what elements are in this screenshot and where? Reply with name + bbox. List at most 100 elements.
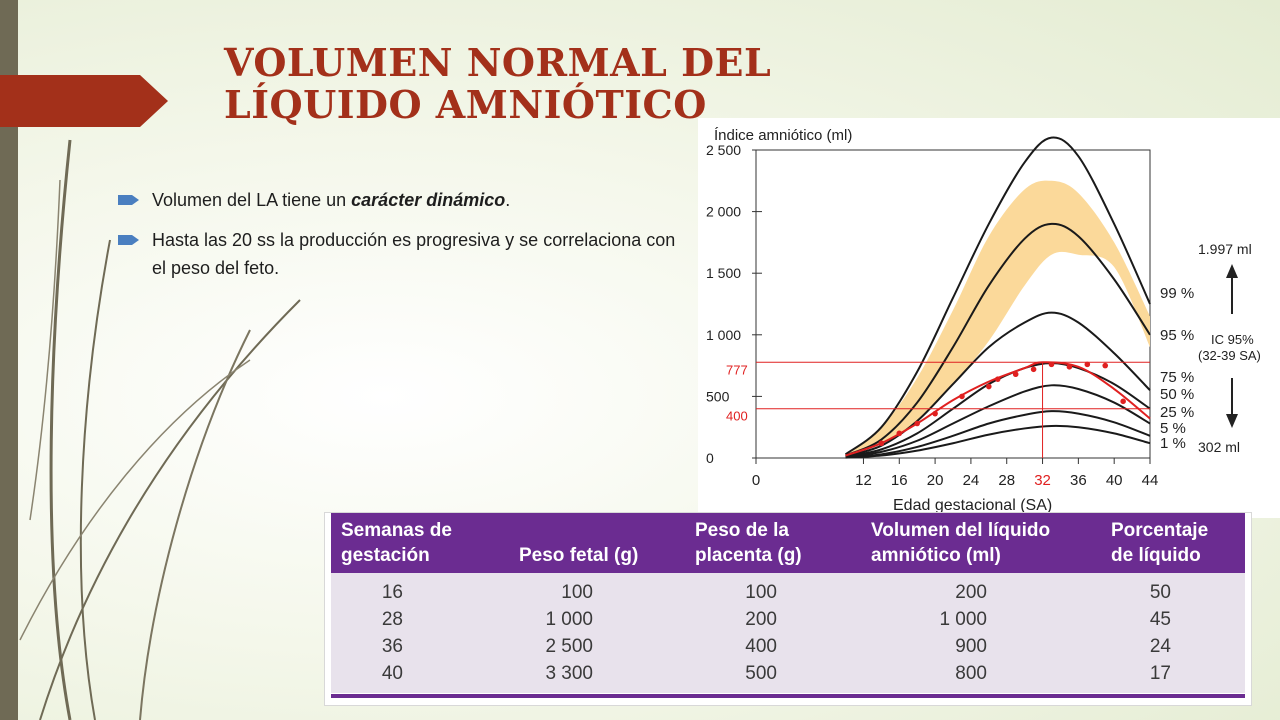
data-point <box>878 440 885 447</box>
x-tick-label: 36 <box>1070 472 1087 489</box>
percentile-label: 5 % <box>1160 420 1186 437</box>
y-tick-label: 500 <box>706 388 730 404</box>
table-header-line <box>519 518 638 543</box>
data-point <box>994 376 1001 382</box>
table-header-line: Semanas de <box>341 520 452 541</box>
x-tick-label: 40 <box>1106 472 1123 489</box>
amniotic-index-chart: 2 500 2 000 1 500 1 000 500 0 0 12 16 20 24 28 32 36 4… <box>698 118 1280 518</box>
data-point <box>1102 362 1109 369</box>
table-cell: 45 <box>1149 609 1171 630</box>
percentile-curve <box>845 424 1151 459</box>
data-point <box>932 410 938 417</box>
table-header-line: Peso de la <box>695 520 789 541</box>
slide-title: VOLUMEN NORMAL DEL LÍQUIDO AMNIÓTICO <box>224 40 772 127</box>
percentile-curve <box>845 384 1151 459</box>
y-tick-label: 1 500 <box>706 265 741 281</box>
table-row: 36 2 500 400 900 24 <box>331 633 1245 661</box>
x-tick-label: 12 <box>855 472 872 489</box>
data-point <box>1120 398 1126 405</box>
percentile-label: 75 % <box>1160 369 1194 386</box>
arrow-down-icon <box>1226 414 1238 428</box>
table-cell: 2 500 <box>545 636 593 657</box>
table-cell: 17 <box>1149 663 1171 684</box>
percentile-label: 50 % <box>1160 386 1194 403</box>
y-axis-title: Índice amniótico (ml) <box>714 127 852 144</box>
table-cell: 1 000 <box>939 609 987 630</box>
annotation-range: (32-39 SA) <box>1198 348 1261 363</box>
percentile-curve <box>845 222 1151 457</box>
x-axis-title: Edad gestacional (SA) <box>893 497 1052 514</box>
arrow-bullet-icon <box>118 195 139 205</box>
table-cell: 24 <box>1149 636 1171 657</box>
table-cell: 900 <box>955 636 987 657</box>
bullet-list: Volumen del LA tiene un carácter dinámic… <box>118 186 678 294</box>
plot-frame <box>755 149 1151 459</box>
table-cell: 3 300 <box>545 663 593 684</box>
bullet-item: Hasta las 20 ss la producción es progres… <box>118 226 678 282</box>
percentile-label: 25 % <box>1160 404 1194 421</box>
percentile-curve <box>844 136 1151 456</box>
y-tick-label: 2 500 <box>706 142 741 158</box>
bullet-emphasis: carácter dinámico <box>351 190 506 210</box>
x-tick-label: 24 <box>963 472 980 489</box>
table-cell: 36 <box>381 636 403 657</box>
table-cell: 400 <box>745 636 777 657</box>
percentile-label: 99 % <box>1160 285 1194 302</box>
x-tick-label: 0 <box>752 472 760 489</box>
table-cell: 800 <box>955 663 987 684</box>
table-cell: 16 <box>381 582 403 603</box>
table-header: Semanas de gestación Peso fetal (g) Peso d… <box>331 513 1245 573</box>
bullet-text: Volumen del LA tiene un <box>152 190 352 210</box>
data-point <box>1066 364 1073 370</box>
table-header-line: de líquido <box>1111 545 1201 566</box>
arrow-up-icon <box>1226 264 1238 278</box>
bullet-item: Volumen del LA tiene un carácter dinámic… <box>118 186 678 214</box>
table-row: 28 1 000 200 1 000 45 <box>331 606 1245 634</box>
y-tick-label: 2 000 <box>706 204 741 220</box>
table-cell: 200 <box>745 609 777 630</box>
data-point <box>959 393 965 400</box>
table-cell: 1 000 <box>545 609 593 630</box>
table-header-line: placenta (g) <box>695 545 802 566</box>
table-header-cell: Semanas de gestación <box>341 518 452 568</box>
table-cell: 50 <box>1149 582 1171 603</box>
data-point <box>896 430 903 437</box>
table-body: 16 100 100 200 50 28 1 000 200 1 000 45 36 2 500 400… <box>331 573 1245 693</box>
reference-label: 400 <box>726 409 748 424</box>
percentile-curve <box>845 410 1151 459</box>
table-cell: 200 <box>955 582 987 603</box>
annotation-top: 1.997 ml <box>1198 241 1252 257</box>
table-cell: 40 <box>381 663 403 684</box>
left-border-strip <box>0 0 18 720</box>
table-header-cell: Peso fetal (g) <box>519 518 638 568</box>
table-cell: 100 <box>745 582 777 603</box>
x-tick-label: 28 <box>998 472 1015 489</box>
table-header-cell: Peso de la placenta (g) <box>695 518 802 568</box>
reference-label: 777 <box>726 362 748 377</box>
table-header-line: Volumen del líquido <box>871 520 1051 541</box>
table-cell: 28 <box>381 609 403 630</box>
x-tick-label: 44 <box>1142 472 1159 489</box>
table-header-line: Peso fetal (g) <box>519 545 639 566</box>
data-table: Semanas de gestación Peso fetal (g) Peso d… <box>324 512 1252 706</box>
annotation-bottom: 302 ml <box>1198 439 1240 455</box>
table-cell: 500 <box>745 663 777 684</box>
table-header-line: amniótico (ml) <box>871 545 1001 566</box>
title-accent-arrow <box>0 75 168 127</box>
data-point <box>1084 361 1091 368</box>
bullet-text: Hasta las 20 ss la producción es progres… <box>152 230 676 278</box>
data-point <box>986 383 992 390</box>
table-header-cell: Volumen del líquido amniótico (ml) <box>871 518 1050 568</box>
annotation-ic: IC 95% <box>1211 332 1254 347</box>
table-header-line: gestación <box>341 545 430 566</box>
y-tick-label: 1 000 <box>706 327 741 343</box>
data-point <box>1048 361 1055 368</box>
percentile-label: 95 % <box>1160 327 1194 344</box>
y-tick-label: 0 <box>706 450 714 466</box>
table-header-cell: Porcentaje de líquido <box>1111 518 1208 568</box>
data-point <box>1012 371 1019 378</box>
x-tick-label: 16 <box>891 472 908 489</box>
x-tick-label: 20 <box>927 472 944 489</box>
